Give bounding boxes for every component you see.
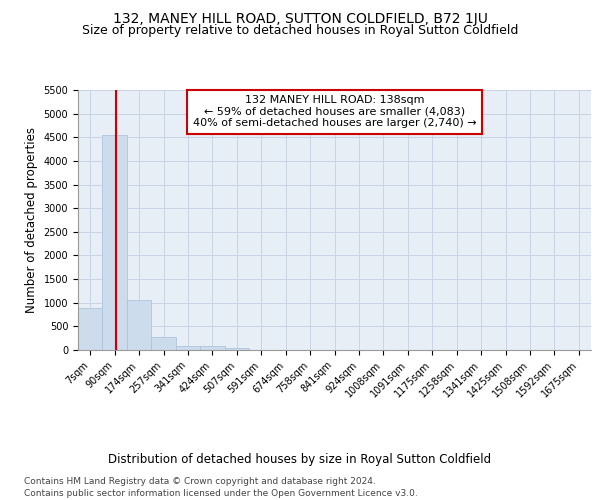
Bar	[200, 346, 224, 350]
Text: 132 MANEY HILL ROAD: 138sqm
← 59% of detached houses are smaller (4,083)
40% of : 132 MANEY HILL ROAD: 138sqm ← 59% of det…	[193, 95, 476, 128]
Bar	[103, 135, 127, 350]
Text: Distribution of detached houses by size in Royal Sutton Coldfield: Distribution of detached houses by size …	[109, 452, 491, 466]
Bar	[176, 346, 200, 350]
Bar	[224, 348, 249, 350]
Text: 132, MANEY HILL ROAD, SUTTON COLDFIELD, B72 1JU: 132, MANEY HILL ROAD, SUTTON COLDFIELD, …	[113, 12, 487, 26]
Y-axis label: Number of detached properties: Number of detached properties	[25, 127, 38, 313]
Text: Contains HM Land Registry data © Crown copyright and database right 2024.: Contains HM Land Registry data © Crown c…	[24, 478, 376, 486]
Bar	[151, 337, 176, 350]
Bar	[78, 308, 103, 350]
Text: Contains public sector information licensed under the Open Government Licence v3: Contains public sector information licen…	[24, 489, 418, 498]
Text: Size of property relative to detached houses in Royal Sutton Coldfield: Size of property relative to detached ho…	[82, 24, 518, 37]
Bar	[127, 300, 151, 350]
